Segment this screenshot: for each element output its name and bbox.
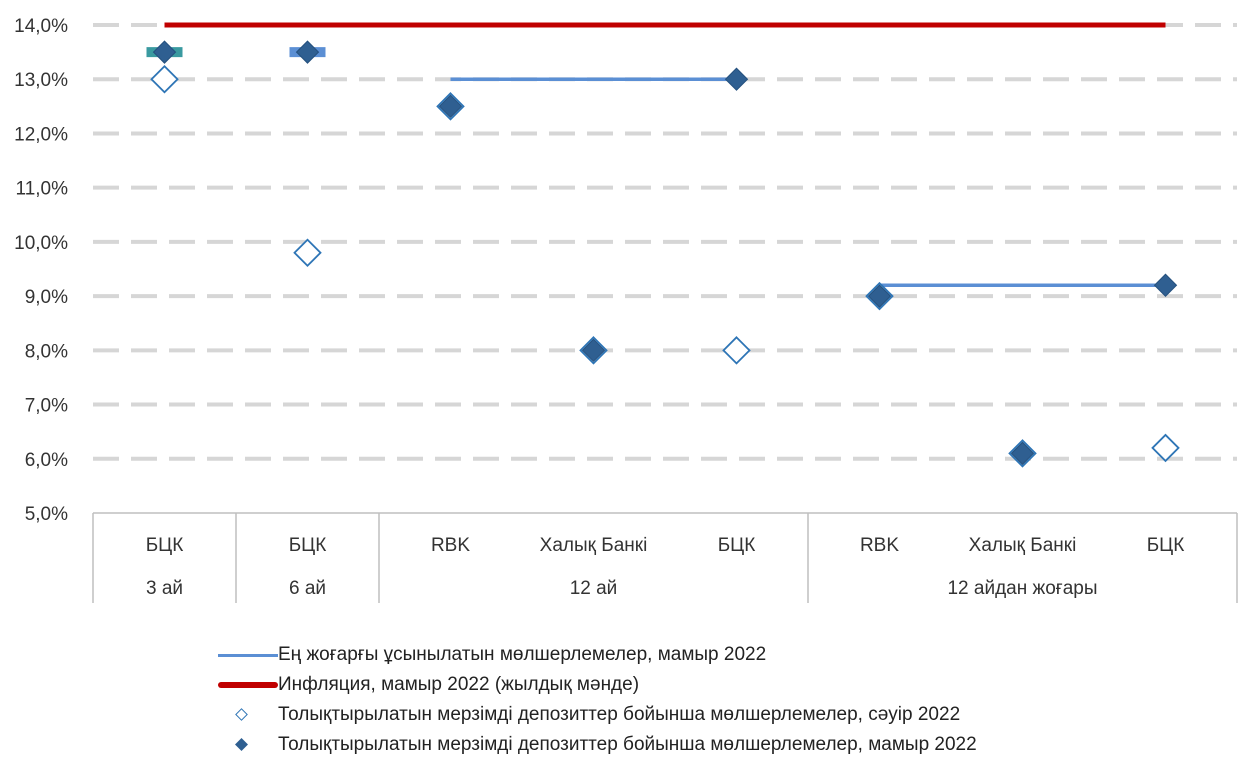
april-rate-marker: [293, 238, 322, 268]
legend-swatch-max-rates: [218, 654, 278, 657]
y-tick-label: 5,0%: [25, 504, 68, 525]
y-tick-label: 6,0%: [25, 450, 68, 471]
may-rate-marker: [581, 338, 606, 363]
legend-label-inflation: Инфляция, мамыр 2022 (жылдық мәнде): [278, 674, 640, 695]
legend-label-april-rates: Толықтырылатын мерзімді депозиттер бойын…: [278, 704, 961, 725]
x-tick-label: Халық Банкі: [969, 535, 1077, 556]
y-tick-label: 12,0%: [14, 124, 68, 145]
legend: Ең жоғарғы ұсынылатын мөлшерлемелер, мам…: [218, 640, 1218, 760]
y-tick-label: 7,0%: [25, 396, 68, 417]
legend-swatch-april-rates: [235, 708, 248, 721]
y-tick-label: 9,0%: [25, 287, 68, 308]
x-group-label: 12 ай: [570, 578, 618, 599]
april-rate-marker: [150, 64, 179, 94]
x-tick-label: БЦК: [718, 535, 756, 556]
april-rate-marker: [1151, 433, 1180, 463]
y-tick-label: 10,0%: [14, 233, 68, 254]
legend-swatch-inflation: [218, 682, 278, 688]
x-tick-label: БЦК: [1147, 535, 1185, 556]
may-rate-marker: [1153, 273, 1178, 297]
x-tick-label: RBK: [431, 535, 470, 556]
may-rate-marker: [724, 67, 749, 91]
y-tick-label: 8,0%: [25, 341, 68, 362]
x-group-label: 12 айдан жоғары: [947, 578, 1097, 599]
x-tick-label: БЦК: [289, 535, 327, 556]
x-group-label: 6 ай: [289, 578, 326, 599]
may-rate-marker: [295, 40, 320, 64]
may-rate-marker: [1010, 441, 1035, 466]
x-group-label: 3 ай: [146, 578, 183, 599]
x-tick-label: БЦК: [146, 535, 184, 556]
chart-plot: 5,0% 6,0% 7,0% 8,0% 9,0% 10,0% 11,0% 12,0% 13,0%…: [14, 16, 1238, 603]
y-tick-label: 13,0%: [14, 70, 68, 91]
may-rate-marker: [867, 284, 892, 308]
y-tick-label: 11,0%: [16, 179, 69, 200]
legend-item-may-rates: Толықтырылатын мерзімді депозиттер бойын…: [218, 730, 1218, 760]
legend-item-april-rates: Толықтырылатын мерзімді депозиттер бойын…: [218, 700, 1218, 730]
legend-item-max-rates: Ең жоғарғы ұсынылатын мөлшерлемелер, мам…: [218, 640, 1218, 670]
x-tick-label: RBK: [860, 535, 899, 556]
legend-swatch-may-rates: [235, 738, 248, 751]
y-tick-label: 14,0%: [14, 16, 68, 37]
legend-label-may-rates: Толықтырылатын мерзімді депозиттер бойын…: [278, 734, 977, 755]
legend-item-inflation: Инфляция, мамыр 2022 (жылдық мәнде): [218, 670, 1218, 700]
may-rate-marker: [152, 40, 177, 64]
x-tick-label: Халық Банкі: [540, 535, 648, 556]
april-rate-marker: [722, 336, 751, 365]
may-rate-marker: [438, 94, 463, 119]
legend-label-max-rates: Ең жоғарғы ұсынылатын мөлшерлемелер, мам…: [278, 644, 767, 665]
